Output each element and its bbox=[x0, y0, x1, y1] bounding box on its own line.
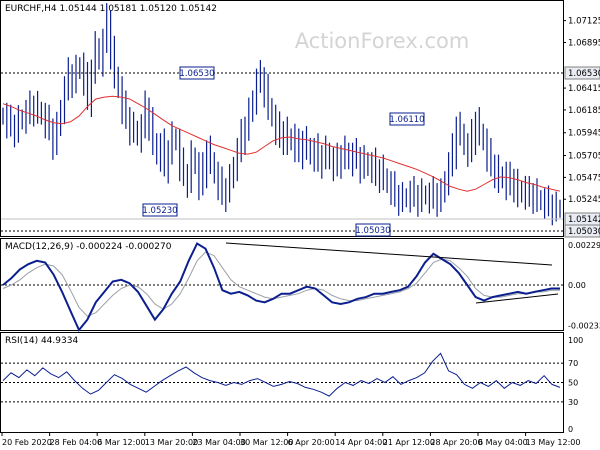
time-tick-label: 6 Apr 20:00 bbox=[288, 438, 335, 447]
macd-title: MACD(12,26,9) -0.000224 -0.000270 bbox=[5, 242, 172, 252]
time-tick-label: 28 Apr 20:00 bbox=[430, 438, 482, 447]
macd-series bbox=[1, 242, 563, 332]
level-label-low: 1.05030 bbox=[564, 224, 600, 238]
rsi-line bbox=[2, 352, 561, 397]
price-tick-label: 1.05475 bbox=[568, 173, 600, 183]
svg-text:1.05230: 1.05230 bbox=[142, 206, 177, 216]
svg-text:1.06110: 1.06110 bbox=[389, 115, 424, 125]
macd-tick-label: 0.00 bbox=[568, 281, 586, 290]
rsi-tick-label: 30 bbox=[568, 398, 578, 407]
rsi-tick-label: 70 bbox=[568, 359, 578, 368]
price-series bbox=[2, 3, 561, 226]
price-axis-ticks: 1.07125 1.06895 1.06415 1.06185 1.05945 1.057… bbox=[563, 17, 600, 205]
macd-tick-label: -0.002336 bbox=[568, 321, 600, 330]
time-tick-label: 20 Feb 2020 bbox=[2, 438, 52, 447]
svg-text:1.05142: 1.05142 bbox=[568, 215, 600, 225]
watermark: ActionForex.com bbox=[295, 29, 470, 53]
moving-average-line bbox=[2, 95, 561, 192]
price-tick-label: 1.06185 bbox=[568, 106, 600, 116]
macd-trendline-lower bbox=[475, 293, 559, 304]
time-tick-label: 13 May 12:00 bbox=[526, 438, 581, 447]
time-tick-label: 14 Apr 04:00 bbox=[335, 438, 387, 447]
rsi-axis-ticks: 100 70 50 30 0 bbox=[568, 336, 583, 434]
price-tick-label: 1.05245 bbox=[568, 195, 600, 205]
time-tick-label: 13 Mar 20:00 bbox=[145, 438, 198, 447]
rsi-tick-label: 50 bbox=[568, 379, 578, 388]
svg-text:1.06530: 1.06530 bbox=[179, 69, 214, 79]
rsi-title: RSI(14) 44.9334 bbox=[5, 336, 78, 346]
moving-average-series bbox=[2, 95, 561, 192]
time-tick-label: 6 Mar 12:00 bbox=[97, 438, 145, 447]
macd-tick-label: 0.002297 bbox=[568, 241, 600, 250]
annotation-high: 1.06530 bbox=[179, 66, 215, 80]
macd-signal-line bbox=[2, 251, 560, 317]
annotation-low-mar: 1.05230 bbox=[142, 203, 178, 217]
price-title: EURCHF,H4 1.05144 1.05181 1.05120 1.0514… bbox=[5, 4, 217, 14]
macd-axis-ticks: 0.002297 0.00 -0.002336 bbox=[568, 241, 600, 330]
macd-trendline-upper bbox=[225, 242, 553, 266]
svg-text:1.05030: 1.05030 bbox=[355, 226, 390, 236]
svg-text:1.06530: 1.06530 bbox=[568, 69, 600, 79]
time-tick-label: 30 Mar 12:00 bbox=[240, 438, 293, 447]
price-tick-label: 1.06415 bbox=[568, 84, 600, 94]
macd-line bbox=[2, 242, 560, 332]
price-tick-label: 1.05945 bbox=[568, 129, 600, 139]
time-tick-label: 28 Feb 04:00 bbox=[50, 438, 102, 447]
price-tick-label: 1.06895 bbox=[568, 38, 600, 48]
time-tick-label: 6 May 04:00 bbox=[478, 438, 528, 447]
annotation-high-apr: 1.06110 bbox=[389, 112, 425, 126]
time-tick-label: 23 Mar 04:00 bbox=[192, 438, 245, 447]
rsi-tick-label: 0 bbox=[568, 425, 573, 434]
current-price-label: 1.05142 bbox=[564, 212, 600, 226]
rsi-series bbox=[1, 352, 563, 403]
price-panel bbox=[0, 0, 564, 237]
price-tick-label: 1.05705 bbox=[568, 152, 600, 162]
level-label-high: 1.06530 bbox=[564, 66, 600, 80]
svg-text:1.05030: 1.05030 bbox=[568, 227, 600, 237]
price-tick-label: 1.07125 bbox=[568, 17, 600, 27]
time-tick-label: 21 Apr 12:00 bbox=[383, 438, 435, 447]
rsi-tick-label: 100 bbox=[568, 336, 583, 345]
annotation-low-apr: 1.05030 bbox=[355, 223, 391, 237]
